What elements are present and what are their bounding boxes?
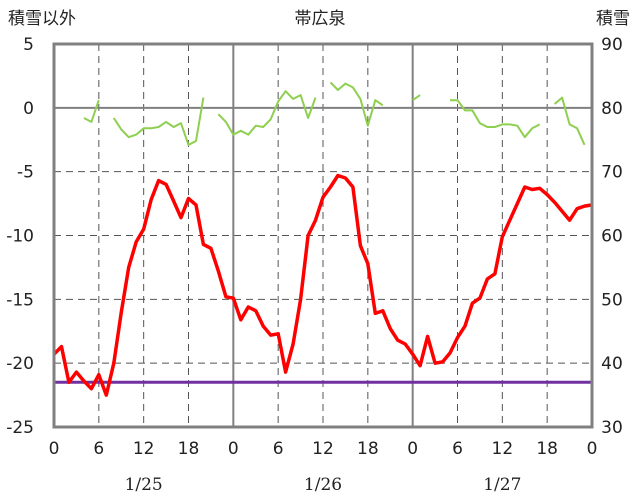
left-tick-label: -20: [6, 354, 34, 374]
x-tick-label: 0: [49, 439, 60, 459]
green-series-segment: [329, 81, 384, 127]
x-tick-label: 12: [133, 439, 155, 459]
date-label: 1/27: [483, 475, 521, 495]
x-tick-label: 0: [587, 439, 598, 459]
left-tick-label: 0: [23, 99, 34, 119]
right-axis-label: 積雪: [596, 9, 630, 29]
gridlines: [54, 44, 592, 427]
plot-frame: [52, 42, 594, 429]
left-y-axis: 5 0 -5 -10 -15 -20 -25: [6, 35, 34, 438]
date-label: 1/25: [125, 475, 163, 495]
green-series-segment: [412, 94, 421, 102]
right-y-axis: 90 80 70 60 50 40 30: [601, 35, 623, 438]
x-tick-label: 18: [178, 439, 200, 459]
green-series-segment: [112, 97, 205, 146]
right-tick-label: 70: [601, 163, 623, 183]
right-tick-label: 40: [601, 354, 623, 374]
red-series-line: [52, 173, 593, 397]
left-tick-label: -5: [17, 163, 34, 183]
x-tick-label: 0: [228, 439, 239, 459]
x-tick-label: 6: [93, 439, 104, 459]
right-tick-label: 30: [601, 418, 623, 438]
right-tick-label: 60: [601, 227, 623, 247]
x-tick-label: 18: [357, 439, 379, 459]
green-series-segment: [83, 99, 100, 123]
x-tick-label: 18: [536, 439, 558, 459]
left-tick-label: -10: [6, 227, 34, 247]
chart-title: 帯広泉: [295, 9, 346, 29]
date-label: 1/26: [304, 475, 342, 495]
date-labels: 1/25 1/26 1/27: [125, 475, 522, 495]
x-tick-label: 12: [312, 439, 334, 459]
x-tick-label: 6: [273, 439, 284, 459]
series-layer: [52, 81, 593, 397]
left-tick-label: -15: [6, 290, 34, 310]
x-tick-label: 12: [492, 439, 514, 459]
x-axis: 0 6 12 18 0 6 12 18 0 6 12 18 0: [49, 439, 598, 459]
x-tick-label: 0: [407, 439, 418, 459]
green-series-segment: [450, 99, 541, 139]
left-tick-label: 5: [23, 35, 34, 55]
left-axis-label: 積雪以外: [8, 9, 76, 29]
green-series-segment: [553, 96, 586, 146]
green-series-segment: [217, 90, 317, 136]
right-tick-label: 90: [601, 35, 623, 55]
right-tick-label: 50: [601, 290, 623, 310]
x-tick-label: 6: [452, 439, 463, 459]
left-tick-label: -25: [6, 418, 34, 438]
right-tick-label: 80: [601, 99, 623, 119]
